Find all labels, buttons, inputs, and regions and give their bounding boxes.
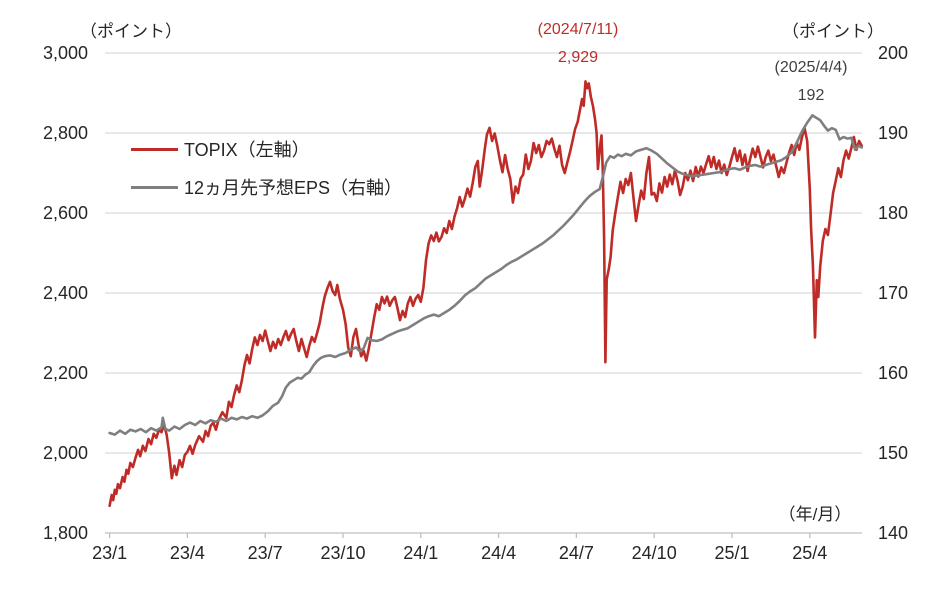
x-axis-tick-label: 23/1 xyxy=(92,543,128,563)
x-axis-tick-label: 23/10 xyxy=(320,543,366,563)
x-axis-tick-label: 24/7 xyxy=(558,543,594,563)
left-axis-tick-label: 2,600 xyxy=(42,203,88,223)
right-axis-tick-label: 160 xyxy=(878,363,909,383)
x-axis-unit-label: （年/月） xyxy=(778,505,852,524)
x-axis-tick-label: 23/4 xyxy=(169,543,205,563)
left-axis-tick-label: 1,800 xyxy=(42,523,88,543)
annotation-eps-peak: (2025/4/4) 192 xyxy=(775,54,848,110)
annotation-topix-peak-value: 2,929 xyxy=(557,49,599,66)
x-axis-tick-label: 24/10 xyxy=(631,543,677,563)
topix-series-line xyxy=(108,80,864,508)
legend: TOPIX（左軸） 12ヵ月先予想EPS（右軸） xyxy=(131,136,402,212)
x-axis-tick-label: 25/4 xyxy=(792,543,828,563)
eps-line-swatch xyxy=(131,185,178,189)
left-axis-tick-label: 2,400 xyxy=(42,283,88,303)
annotation-topix-peak: (2024/7/11) 2,929 xyxy=(538,16,619,72)
x-axis-tick-label: 24/4 xyxy=(481,543,517,563)
x-axis-tick-label: 25/1 xyxy=(714,543,750,563)
right-axis-tick-label: 150 xyxy=(878,443,909,463)
left-axis-tick-label: 2,200 xyxy=(42,363,88,383)
right-axis-tick-label: 190 xyxy=(878,123,909,143)
right-axis-tick-label: 170 xyxy=(878,283,909,303)
left-axis-tick-label: 2,800 xyxy=(42,123,88,143)
left-axis-tick-label: 2,000 xyxy=(42,443,88,463)
legend-label-topix: TOPIX（左軸） xyxy=(184,140,310,160)
right-axis-tick-label: 200 xyxy=(878,43,909,63)
legend-item-eps: 12ヵ月先予想EPS（右軸） xyxy=(131,174,402,200)
annotation-topix-peak-date: (2024/7/11) xyxy=(537,21,619,38)
legend-label-eps: 12ヵ月先予想EPS（右軸） xyxy=(184,178,403,198)
topix-line-swatch xyxy=(131,147,178,151)
annotation-eps-peak-date: (2025/4/4) xyxy=(774,59,848,76)
x-axis-tick-label: 23/7 xyxy=(247,543,283,563)
right-axis-tick-label: 180 xyxy=(878,203,909,223)
right-axis-tick-label: 140 xyxy=(878,523,909,543)
legend-item-topix: TOPIX（左軸） xyxy=(131,136,402,162)
left-axis-unit-label: （ポイント） xyxy=(80,22,182,41)
eps-series-line xyxy=(108,114,864,436)
annotation-eps-peak-value: 192 xyxy=(797,87,825,104)
right-axis-unit-label: （ポイント） xyxy=(782,22,884,41)
x-axis-tick-label: 24/1 xyxy=(403,543,439,563)
left-axis-tick-label: 3,000 xyxy=(42,43,88,63)
